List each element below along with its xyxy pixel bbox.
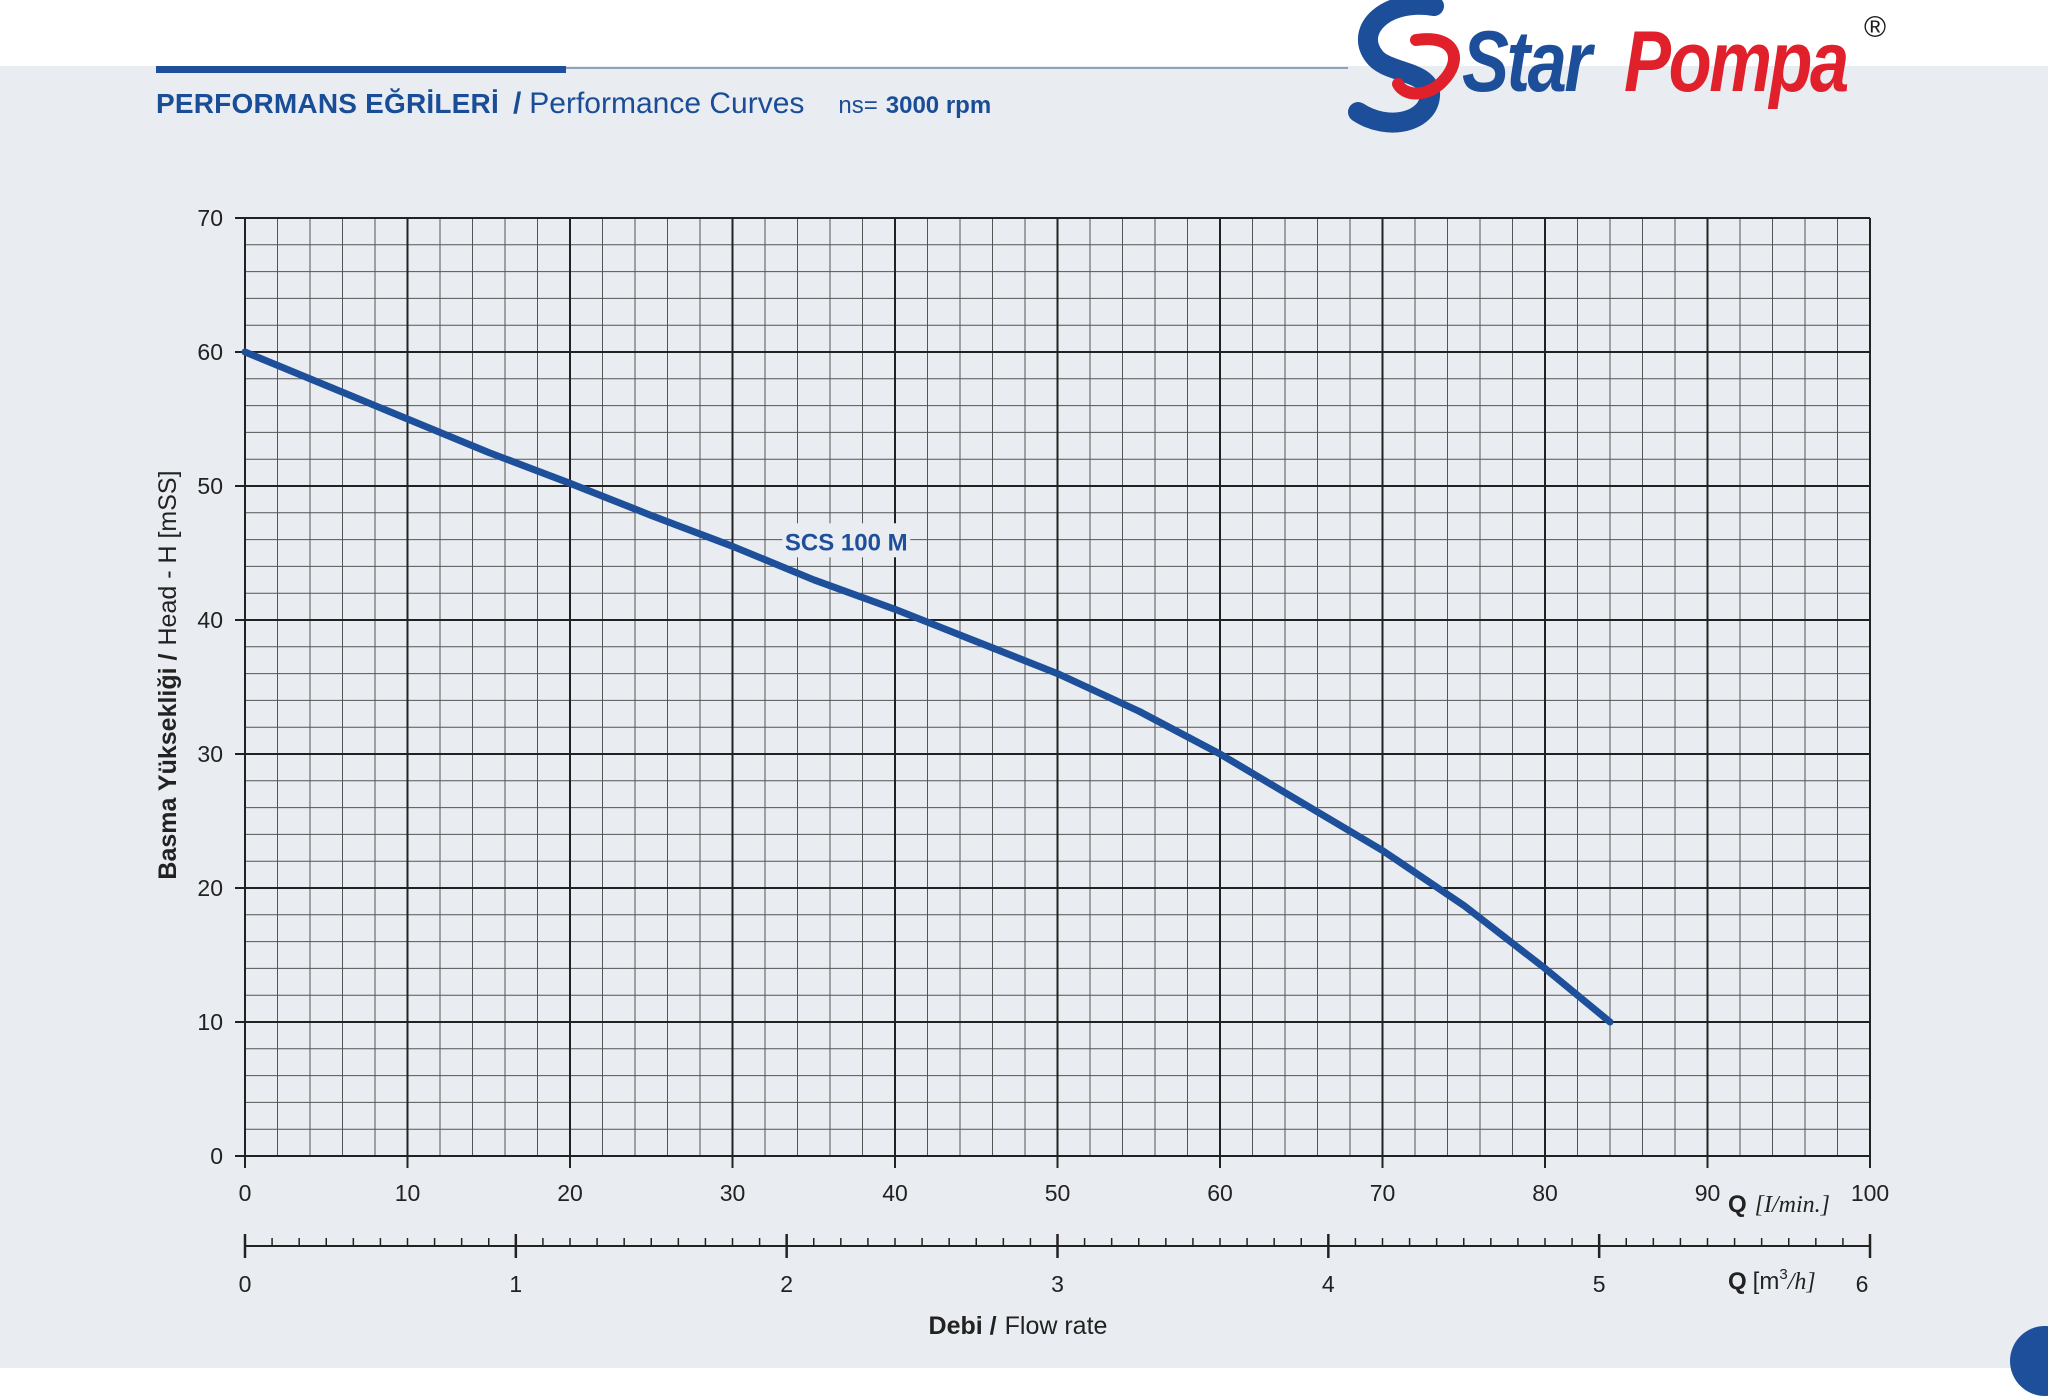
secondary-tick-label: 3 [1051, 1271, 1064, 1297]
speed-value: 3000 rpm [885, 92, 992, 119]
logo-emblem-icon [1348, 0, 1460, 133]
registered-mark: ® [1864, 11, 1887, 44]
y-tick-label: 60 [197, 339, 223, 365]
x-tick-label: 10 [395, 1180, 421, 1206]
y-axis-title: Basma Yüksekliği /Head - H [mSS] [154, 470, 182, 879]
page-title: PERFORMANS EĞRİLERİ / Performance Curves ns… [156, 84, 991, 124]
x-axis-title: Debi / Flow rate [929, 1312, 1108, 1340]
secondary-unit-label: Q [m3/h] [1728, 1266, 1816, 1295]
logo-text-star: Star [1462, 14, 1592, 110]
series-line [241, 348, 1614, 1026]
chart-series [241, 348, 1614, 1026]
secondary-tick-label: 1 [509, 1271, 522, 1297]
x-tick-label: 90 [1695, 1180, 1721, 1206]
series-label-bg [782, 523, 911, 558]
x-tick-label: 30 [720, 1180, 746, 1206]
title-accent-bar [156, 66, 566, 73]
y-tick-label: 50 [197, 473, 223, 499]
x-unit-label: Q [I/min.] [1728, 1191, 1830, 1218]
x-tick-label: 40 [882, 1180, 908, 1206]
x-tick-label: 100 [1851, 1180, 1889, 1206]
title-rule [566, 67, 1348, 69]
y-tick-label: 30 [197, 741, 223, 767]
y-tick-label: 0 [210, 1143, 223, 1169]
bottom-strip [0, 1368, 2048, 1376]
brand-logo: Star Pompa ® [1346, 0, 1906, 136]
y-tick-label: 10 [197, 1009, 223, 1035]
x-tick-label: 50 [1045, 1180, 1071, 1206]
logo-text-pompa: Pompa [1624, 14, 1849, 110]
x-tick-label: 20 [557, 1180, 583, 1206]
title-turkish: PERFORMANS EĞRİLERİ [156, 88, 499, 119]
chart-labels: Debi / Flow rate Basma Yüksekliği /Head - … [154, 470, 1107, 1340]
chart-grid [244, 217, 1871, 1157]
y-tick-label: 20 [197, 875, 223, 901]
speed-label: ns= [838, 92, 878, 119]
secondary-tick-label: 6 [1856, 1271, 1869, 1297]
series-label: SCS 100 M [785, 529, 908, 556]
x-tick-label: 70 [1370, 1180, 1396, 1206]
secondary-tick-label: 0 [239, 1271, 252, 1297]
y-tick-label: 70 [197, 205, 223, 231]
y-tick-label: 40 [197, 607, 223, 633]
title-separator: / [512, 87, 522, 120]
x-tick-label: 80 [1532, 1180, 1558, 1206]
secondary-tick-label: 5 [1593, 1271, 1606, 1297]
secondary-tick-label: 2 [780, 1271, 793, 1297]
secondary-tick-label: 4 [1322, 1271, 1335, 1297]
x-tick-label: 60 [1207, 1180, 1233, 1206]
title-english: Performance Curves [529, 87, 805, 120]
x-tick-label: 0 [239, 1180, 252, 1206]
